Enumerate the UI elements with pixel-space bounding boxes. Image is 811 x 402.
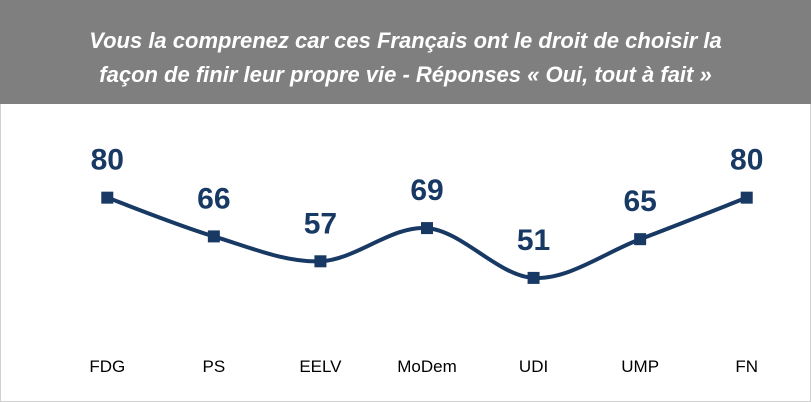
- data-label: 80: [730, 144, 763, 177]
- x-tick-label: MoDem: [397, 357, 457, 376]
- marker: [527, 271, 540, 284]
- chart-title: façon de finir leur propre vie - Réponse…: [99, 62, 712, 87]
- data-label: 51: [517, 224, 550, 257]
- x-tick-label: UDI: [519, 357, 548, 376]
- x-tick-label: PS: [203, 357, 226, 376]
- chart-title: Vous la comprenez car ces Français ont l…: [89, 28, 722, 53]
- marker: [207, 230, 220, 243]
- data-label: 65: [623, 185, 656, 218]
- marker: [634, 233, 647, 246]
- x-tick-label: UMP: [621, 357, 659, 376]
- marker: [740, 191, 753, 204]
- data-label: 66: [197, 182, 230, 215]
- marker: [314, 255, 327, 268]
- x-tick-label: FDG: [89, 357, 125, 376]
- marker: [101, 191, 114, 204]
- data-label: 80: [91, 144, 124, 177]
- data-label: 57: [304, 207, 337, 240]
- title-banner: Vous la comprenez car ces Français ont l…: [0, 0, 811, 104]
- marker: [421, 222, 433, 235]
- x-tick-label: EELV: [299, 357, 342, 376]
- data-label: 69: [410, 174, 443, 207]
- x-tick-label: FN: [735, 357, 758, 376]
